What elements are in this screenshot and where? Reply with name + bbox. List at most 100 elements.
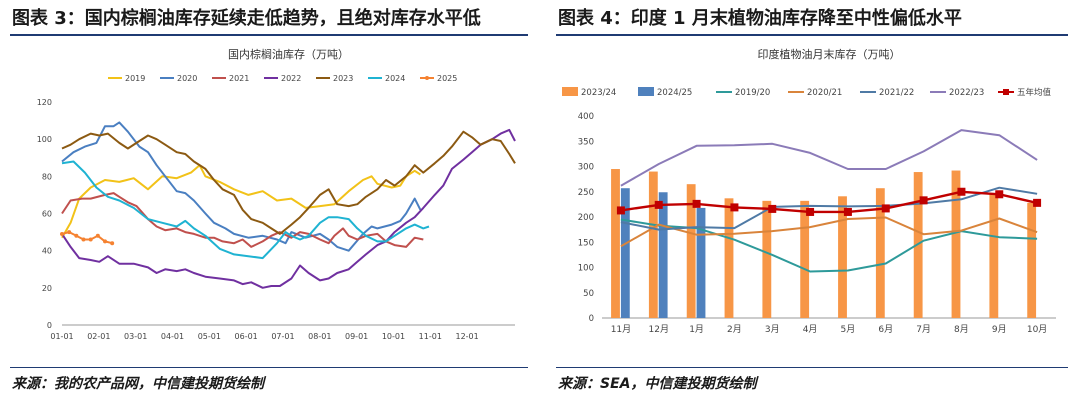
right-bar-2023/24 xyxy=(989,194,999,318)
right-bar-2023/24 xyxy=(1027,202,1037,318)
right-series-2020/21 xyxy=(620,216,1038,248)
right-x-tick-label: 4月 xyxy=(803,324,818,335)
left-figure-title: 图表 3：国内棕榈油库存延续走低趋势，且绝对库存水平低 xyxy=(12,8,481,29)
left-series-2023 xyxy=(61,130,516,235)
right-legend-label-2019/20: 2019/20 xyxy=(735,88,770,98)
right-point-five-year-avg xyxy=(1033,198,1042,207)
right-x-tick-label: 5月 xyxy=(841,324,856,335)
right-point-five-year-avg xyxy=(843,207,852,216)
right-legend-label-2020/21: 2020/21 xyxy=(807,88,842,98)
left-legend-label-2019: 2019 xyxy=(125,74,145,83)
right-point-five-year-avg xyxy=(919,196,928,205)
right-legend-label-2023/24: 2023/24 xyxy=(581,88,616,98)
right-x-tick-label: 8月 xyxy=(954,324,969,335)
left-series-2020 xyxy=(61,121,422,252)
left-x-tick-label: 08-01 xyxy=(308,332,331,341)
left-x-tick-label: 09-01 xyxy=(345,332,368,341)
left-y-tick-label: 20 xyxy=(42,284,52,293)
right-bar-2023/24 xyxy=(724,198,734,318)
right-legend-swatch-2024/25 xyxy=(638,87,654,96)
right-bar-2024/25 xyxy=(696,207,706,318)
left-y-tick-label: 40 xyxy=(42,247,52,256)
left-x-tick-label: 05-01 xyxy=(198,332,221,341)
left-legend-label-2024: 2024 xyxy=(385,74,405,83)
right-bar-2023/24 xyxy=(838,196,847,318)
right-point-five-year-avg xyxy=(692,199,701,208)
left-legend-label-2020: 2020 xyxy=(177,74,197,83)
right-bar-2023/24 xyxy=(875,188,885,318)
right-bottom-rule xyxy=(556,367,1068,368)
right-series-五年均值 xyxy=(620,190,1038,214)
left-source-note: 来源：我的农产品网，中信建投期货绘制 xyxy=(12,376,264,392)
left-point-2025 xyxy=(60,231,64,236)
right-x-tick-label: 1月 xyxy=(689,324,704,335)
left-legend-label-2023: 2023 xyxy=(333,74,353,83)
left-x-tick-label: 02-01 xyxy=(87,332,110,341)
right-legend-label-2021/22: 2021/22 xyxy=(879,88,914,98)
left-legend-label-2022: 2022 xyxy=(281,74,301,83)
left-x-tick-label: 01-01 xyxy=(50,332,73,341)
left-series-2019 xyxy=(61,164,421,239)
right-y-tick-label: 50 xyxy=(583,289,594,299)
left-x-tick-label: 12-01 xyxy=(455,332,478,341)
right-point-five-year-avg xyxy=(730,203,739,212)
right-point-five-year-avg xyxy=(768,204,777,213)
right-x-tick-label: 2月 xyxy=(727,324,742,335)
left-x-tick-label: 07-01 xyxy=(271,332,294,341)
right-point-five-year-avg xyxy=(957,187,966,196)
right-legend-marker-五年均值 xyxy=(1003,89,1009,95)
right-bar-2023/24 xyxy=(648,171,658,318)
right-bar-2024/25 xyxy=(658,192,668,318)
right-x-tick-label: 12月 xyxy=(649,324,669,335)
left-chart: 国内棕榈油库存（万吨） 2019 2020 2021 2022 2023 2024 2025 0… xyxy=(37,47,516,341)
left-x-tick-label: 03-01 xyxy=(124,332,147,341)
right-point-five-year-avg xyxy=(654,200,663,209)
left-x-tick-label: 10-01 xyxy=(382,332,405,341)
right-title-rule xyxy=(556,34,1068,36)
right-figure-title: 图表 4：印度 1 月末植物油库存降至中性偏低水平 xyxy=(558,8,962,29)
left-point-2025 xyxy=(67,230,72,235)
right-bar-2023/24 xyxy=(800,200,810,318)
right-series-2021/22 xyxy=(620,186,1038,231)
right-x-tick-label: 6月 xyxy=(878,324,893,335)
left-series-2024 xyxy=(61,160,430,260)
left-x-tick-label: 04-01 xyxy=(161,332,184,341)
right-y-tick-label: 100 xyxy=(578,264,594,274)
right-y-tick-label: 350 xyxy=(578,137,594,147)
left-y-tick-label: 100 xyxy=(37,135,52,144)
right-point-five-year-avg xyxy=(881,204,890,213)
right-x-tick-label: 9月 xyxy=(992,324,1007,335)
right-bar-2023/24 xyxy=(951,170,961,318)
right-bar-2023/24 xyxy=(611,169,620,318)
right-x-tick-label: 3月 xyxy=(765,324,780,335)
left-point-2025 xyxy=(95,233,100,238)
left-y-tick-label: 0 xyxy=(47,321,52,330)
right-point-five-year-avg xyxy=(806,207,815,216)
left-chart-title: 国内棕榈油库存（万吨） xyxy=(228,47,349,61)
left-series-2021 xyxy=(61,192,424,248)
left-y-tick-label: 80 xyxy=(42,172,52,181)
right-series-2022/23 xyxy=(620,129,1038,187)
right-legend-label-五年均值: 五年均值 xyxy=(1017,87,1052,98)
left-bottom-rule xyxy=(10,367,528,368)
left-point-2025 xyxy=(74,233,79,238)
right-chart: 印度植物油月末库存（万吨） 2023/24 2024/25 2019/20 2020/2… xyxy=(562,47,1056,335)
left-point-2025 xyxy=(81,237,86,242)
left-y-tick-label: 120 xyxy=(37,98,52,107)
left-title-rule xyxy=(10,34,528,36)
left-legend-label-2021: 2021 xyxy=(229,74,249,83)
left-x-tick-label: 06-01 xyxy=(235,332,258,341)
left-point-2025 xyxy=(110,241,115,246)
left-legend-marker-2025 xyxy=(425,76,429,80)
right-y-tick-label: 300 xyxy=(578,163,594,173)
right-y-tick-label: 250 xyxy=(578,188,594,198)
right-chart-title: 印度植物油月末库存（万吨） xyxy=(758,47,901,61)
right-point-five-year-avg xyxy=(616,206,625,215)
left-point-2025 xyxy=(88,237,93,242)
left-series-2022 xyxy=(61,128,516,289)
right-y-tick-label: 400 xyxy=(578,112,594,122)
right-y-tick-label: 0 xyxy=(589,314,594,324)
right-bar-2023/24 xyxy=(762,200,772,318)
right-source-note: 来源：SEA，中信建投期货绘制 xyxy=(558,376,757,392)
left-legend-label-2025: 2025 xyxy=(437,74,457,83)
